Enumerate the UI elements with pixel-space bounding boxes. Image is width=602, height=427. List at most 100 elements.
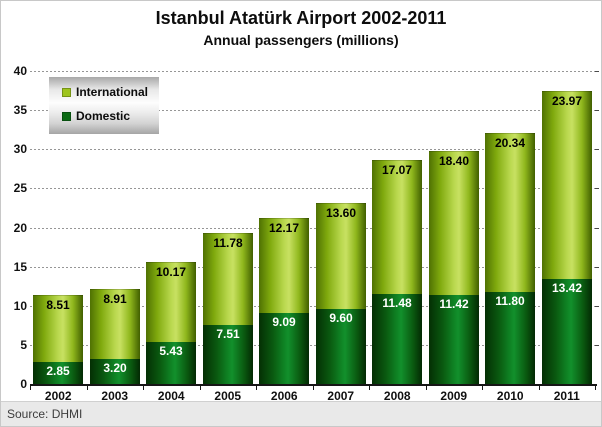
y-axis-tick-label: 10 [13, 299, 27, 313]
y-axis-tick-label: 30 [13, 142, 27, 156]
x-axis-category-label: 2005 [214, 389, 242, 403]
y-axis-tick-label: 35 [13, 103, 27, 117]
bar-2002: 8.51 2.85 [33, 295, 83, 384]
bar-2006: 12.17 9.09 [259, 218, 309, 384]
bar-segment-domestic [372, 294, 422, 384]
x-axis-tick [256, 386, 257, 390]
bar-segment-international [259, 218, 309, 313]
x-axis-tick [482, 386, 483, 390]
right-axis-tick [595, 71, 599, 72]
bar-segment-international [372, 160, 422, 294]
bar-value-label-domestic: 9.09 [272, 315, 296, 329]
legend: International Domestic [49, 77, 159, 134]
gridline [30, 267, 595, 268]
right-axis-tick [595, 228, 599, 229]
bar-2008: 17.07 11.48 [372, 160, 422, 384]
bar-segment-international [542, 91, 592, 279]
x-axis-category-label: 2010 [496, 389, 524, 403]
bar-value-label-international: 20.34 [494, 136, 526, 150]
x-axis-category-label: 2004 [157, 389, 185, 403]
right-axis-tick [595, 149, 599, 150]
bar-value-label-domestic: 9.60 [329, 311, 353, 325]
bar-value-label-international: 8.51 [46, 298, 70, 312]
y-axis-tick-label: 40 [13, 64, 27, 78]
bar-value-label-domestic: 7.51 [216, 327, 240, 341]
x-axis-category-label: 2009 [440, 389, 468, 403]
x-axis-tick [595, 386, 596, 390]
bar-segment-domestic [33, 362, 83, 384]
bar-segment-international [146, 262, 196, 342]
bar-segment-domestic [429, 295, 479, 384]
right-axis-tick [595, 306, 599, 307]
bar-value-label-international: 17.07 [381, 163, 413, 177]
bar-segment-international [33, 295, 83, 362]
legend-item-domestic: Domestic [62, 109, 131, 123]
bar-2011: 23.97 13.42 [542, 91, 592, 384]
bar-segment-international [485, 133, 535, 292]
bar-2004: 10.17 5.43 [146, 262, 196, 384]
bar-2007: 13.60 9.60 [316, 203, 366, 384]
bar-value-label-international: 10.17 [155, 265, 187, 279]
international-swatch-icon [62, 87, 71, 97]
x-axis-line [30, 384, 597, 386]
x-axis-tick [426, 386, 427, 390]
right-axis-tick [595, 188, 599, 189]
chart-subtitle: Annual passengers (millions) [203, 32, 399, 48]
x-axis-tick [30, 386, 31, 390]
source-text: Source: DHMI [7, 407, 83, 421]
x-axis-category-label: 2008 [383, 389, 411, 403]
bar-2003: 8.91 3.20 [90, 289, 140, 384]
bar-segment-domestic [316, 309, 366, 384]
x-axis-tick [87, 386, 88, 390]
gridline [30, 71, 595, 72]
legend-label-domestic: Domestic [76, 109, 131, 123]
domestic-swatch-icon [62, 111, 71, 121]
y-axis-tick-label: 25 [13, 181, 27, 195]
bar-segment-domestic [146, 342, 196, 384]
legend-label-international: International [76, 85, 149, 99]
y-axis-tick-label: 15 [13, 260, 27, 274]
legend-item-international: International [62, 85, 149, 99]
gridline [30, 345, 595, 346]
x-axis-tick [539, 386, 540, 390]
bar-value-label-international: 18.40 [438, 154, 470, 168]
bar-segment-domestic [259, 313, 309, 384]
bar-segment-international [429, 151, 479, 295]
bar-value-label-international: 8.91 [103, 292, 127, 306]
bar-value-label-international: 23.97 [551, 94, 583, 108]
bar-value-label-domestic: 3.20 [103, 361, 127, 375]
bar-segment-international [203, 233, 253, 325]
x-axis-category-label: 2006 [270, 389, 298, 403]
bar-segment-domestic [542, 279, 592, 384]
x-axis-category-label: 2007 [327, 389, 355, 403]
bar-value-label-domestic: 5.43 [159, 344, 183, 358]
bar-2010: 20.34 11.80 [485, 133, 535, 384]
bar-segment-international [316, 203, 366, 309]
bar-value-label-domestic: 11.80 [495, 294, 525, 308]
x-axis-tick [143, 386, 144, 390]
gridline [30, 149, 595, 150]
bar-segment-domestic [90, 359, 140, 384]
x-axis-category-label: 2011 [553, 389, 580, 403]
x-axis-tick [200, 386, 201, 390]
right-axis-tick [595, 110, 599, 111]
bar-segment-domestic [485, 292, 535, 384]
bar-value-label-domestic: 11.48 [382, 296, 412, 310]
gridline [30, 306, 595, 307]
x-axis-tick [369, 386, 370, 390]
bar-segment-international [90, 289, 140, 359]
bar-2005: 11.78 7.51 [203, 233, 253, 384]
bar-value-label-international: 11.78 [213, 236, 243, 250]
plot-area: 8.51 2.85 8.91 3.20 10.17 5.43 11.78 7.51 12.17 9… [30, 71, 595, 384]
bar-2009: 18.40 11.42 [429, 151, 479, 384]
right-axis-tick [595, 267, 599, 268]
gridline [30, 228, 595, 229]
gridline [30, 110, 595, 111]
x-axis-category-label: 2003 [101, 389, 129, 403]
bar-value-label-domestic: 11.42 [439, 297, 469, 311]
x-axis-tick [313, 386, 314, 390]
y-axis-tick-label: 20 [13, 221, 27, 235]
right-axis-tick [595, 345, 599, 346]
y-axis-tick-label: 0 [20, 377, 27, 391]
